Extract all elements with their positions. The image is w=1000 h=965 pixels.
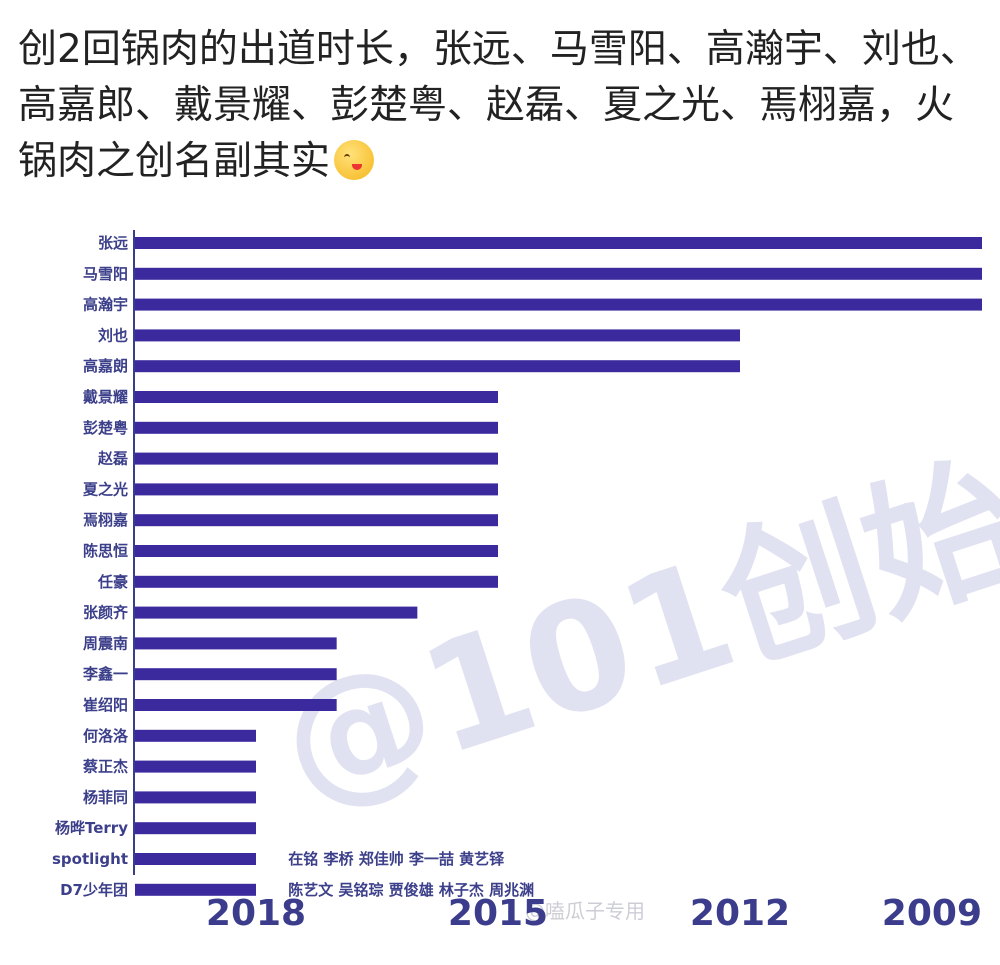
- bar-5: [135, 391, 498, 403]
- bar-label-3: 刘也: [98, 326, 128, 344]
- annotation-0: 在铭 李桥 郑佳帅 李一喆 黄艺铎: [288, 850, 505, 868]
- bar-label-6: 彭楚粤: [83, 419, 128, 437]
- bar-label-14: 李鑫一: [82, 665, 128, 683]
- bar-9: [135, 514, 498, 527]
- yum-face-emoji-icon: [334, 140, 375, 180]
- bar-1: [135, 267, 982, 280]
- annotation-1: 陈艺文 吴铭琮 贾俊雄 林子杰 周兆渊: [288, 881, 534, 899]
- bar-label-1: 马雪阳: [83, 265, 128, 283]
- bar-label-7: 赵磊: [97, 450, 128, 468]
- bar-8: [135, 483, 498, 496]
- bar-label-21: D7少年团: [60, 881, 128, 899]
- bar-label-5: 戴景耀: [83, 388, 128, 406]
- bar-6: [135, 421, 498, 434]
- bar-label-8: 夏之光: [82, 480, 128, 498]
- bar-17: [135, 760, 256, 773]
- post-text: 创2回锅肉的出道时长，张远、马雪阳、高瀚宇、刘也、高嘉郎、戴景耀、彭楚粤、赵磊、…: [18, 22, 983, 190]
- bar-label-10: 陈思恒: [83, 542, 128, 560]
- bar-0: [135, 237, 982, 249]
- bar-label-19: 杨晔Terry: [55, 819, 128, 837]
- debut-year-bar-chart: @101创始人 @嗑瓜子专用 张远马雪阳高瀚宇刘也高嘉朗戴景耀彭楚粤赵磊夏之光焉…: [52, 230, 1000, 934]
- bar-3: [135, 329, 740, 342]
- post-caption: 创2回锅肉的出道时长，张远、马雪阳、高瀚宇、刘也、高嘉郎、戴景耀、彭楚粤、赵磊、…: [18, 27, 979, 184]
- x-tick-label-2: 2012: [690, 893, 790, 934]
- watermark-small: @嗑瓜子专用: [525, 899, 645, 923]
- bar-14: [135, 668, 337, 681]
- bar-label-11: 任豪: [97, 573, 128, 591]
- bar-label-12: 张颜齐: [83, 604, 129, 622]
- labels-layer: 张远马雪阳高瀚宇刘也高嘉朗戴景耀彭楚粤赵磊夏之光焉栩嘉陈思恒任豪张颜齐周震南李鑫…: [52, 234, 129, 899]
- bar-19: [135, 822, 256, 835]
- x-tick-label-3: 2009: [882, 893, 982, 934]
- x-tick-label-1: 2015: [448, 893, 548, 934]
- bar-20: [135, 853, 256, 865]
- bar-18: [135, 791, 256, 804]
- bar-2: [135, 298, 982, 311]
- x-tick-label-0: 2018: [206, 893, 306, 934]
- bar-10: [135, 545, 498, 557]
- bars-layer: [135, 237, 982, 896]
- ticks-layer: 2018 2015 2012 2009: [206, 893, 982, 934]
- bar-15: [135, 699, 337, 711]
- bar-label-16: 何洛洛: [83, 727, 129, 745]
- bar-12: [135, 606, 418, 619]
- bar-7: [135, 452, 498, 465]
- bar-16: [135, 729, 256, 742]
- bar-4: [135, 360, 740, 373]
- bar-label-2: 高瀚宇: [83, 296, 128, 314]
- bar-label-18: 杨菲同: [83, 788, 128, 806]
- bar-label-20: spotlight: [52, 850, 128, 868]
- bar-label-0: 张远: [98, 234, 128, 252]
- bar-11: [135, 575, 498, 588]
- bar-13: [135, 637, 337, 650]
- bar-label-13: 周震南: [83, 634, 128, 652]
- bar-21: [135, 883, 256, 896]
- bar-label-17: 蔡正杰: [82, 758, 128, 776]
- bar-label-4: 高嘉朗: [83, 357, 128, 375]
- bar-label-15: 崔绍阳: [82, 696, 128, 714]
- bar-label-9: 焉栩嘉: [83, 511, 128, 529]
